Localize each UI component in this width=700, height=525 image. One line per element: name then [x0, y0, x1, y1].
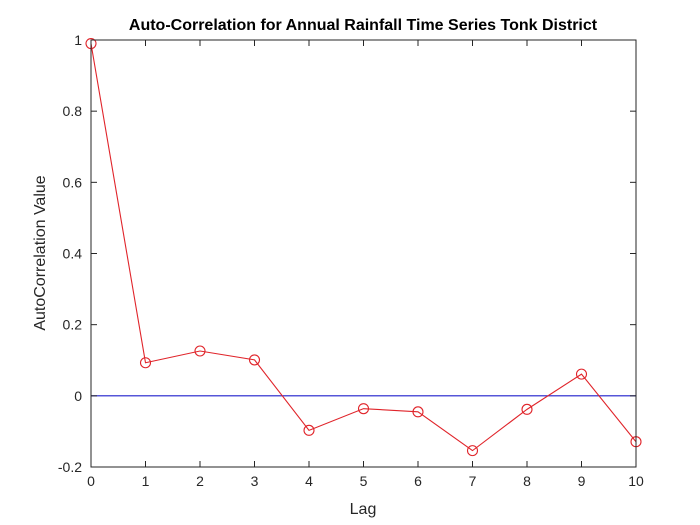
x-tick-label: 2 [196, 473, 204, 489]
x-tick-label: 1 [142, 473, 150, 489]
x-tick-label: 10 [628, 473, 644, 489]
x-tick-label: 9 [578, 473, 586, 489]
x-tick-label: 6 [414, 473, 422, 489]
y-tick-label: 0.4 [63, 246, 83, 262]
data-point-lag-6 [412, 406, 424, 418]
y-axis-label: AutoCorrelation Value [32, 175, 49, 330]
y-tick-label: 0 [74, 388, 82, 404]
data-point-lag-9 [575, 368, 588, 380]
x-tick-label: 7 [469, 473, 477, 489]
series-line [90, 43, 637, 452]
y-tick-label: 0.2 [63, 317, 83, 333]
plot-area [91, 40, 636, 467]
data-point-lag-7 [466, 445, 479, 457]
chart-title: Auto-Correlation for Annual Rainfall Tim… [129, 17, 598, 34]
data-point-lag-5 [357, 403, 370, 415]
data-point-lag-1 [139, 357, 152, 369]
x-tick-label: 3 [251, 473, 259, 489]
x-axis-label: Lag [350, 501, 377, 518]
data-point-lag-4 [303, 424, 315, 436]
x-tick-label: 8 [523, 473, 531, 489]
data-point-lag-8 [521, 403, 533, 415]
y-tick-label: 1 [74, 32, 82, 48]
data-point-lag-2 [194, 345, 206, 357]
data-point-lag-3 [248, 354, 261, 366]
y-tick-label: 0.6 [63, 174, 83, 190]
y-tick-label: -0.2 [58, 459, 82, 475]
x-tick-label: 5 [360, 473, 368, 489]
y-tick-label: 0.8 [63, 103, 83, 119]
x-tick-label: 4 [305, 473, 313, 489]
x-tick-label: 0 [87, 473, 95, 489]
